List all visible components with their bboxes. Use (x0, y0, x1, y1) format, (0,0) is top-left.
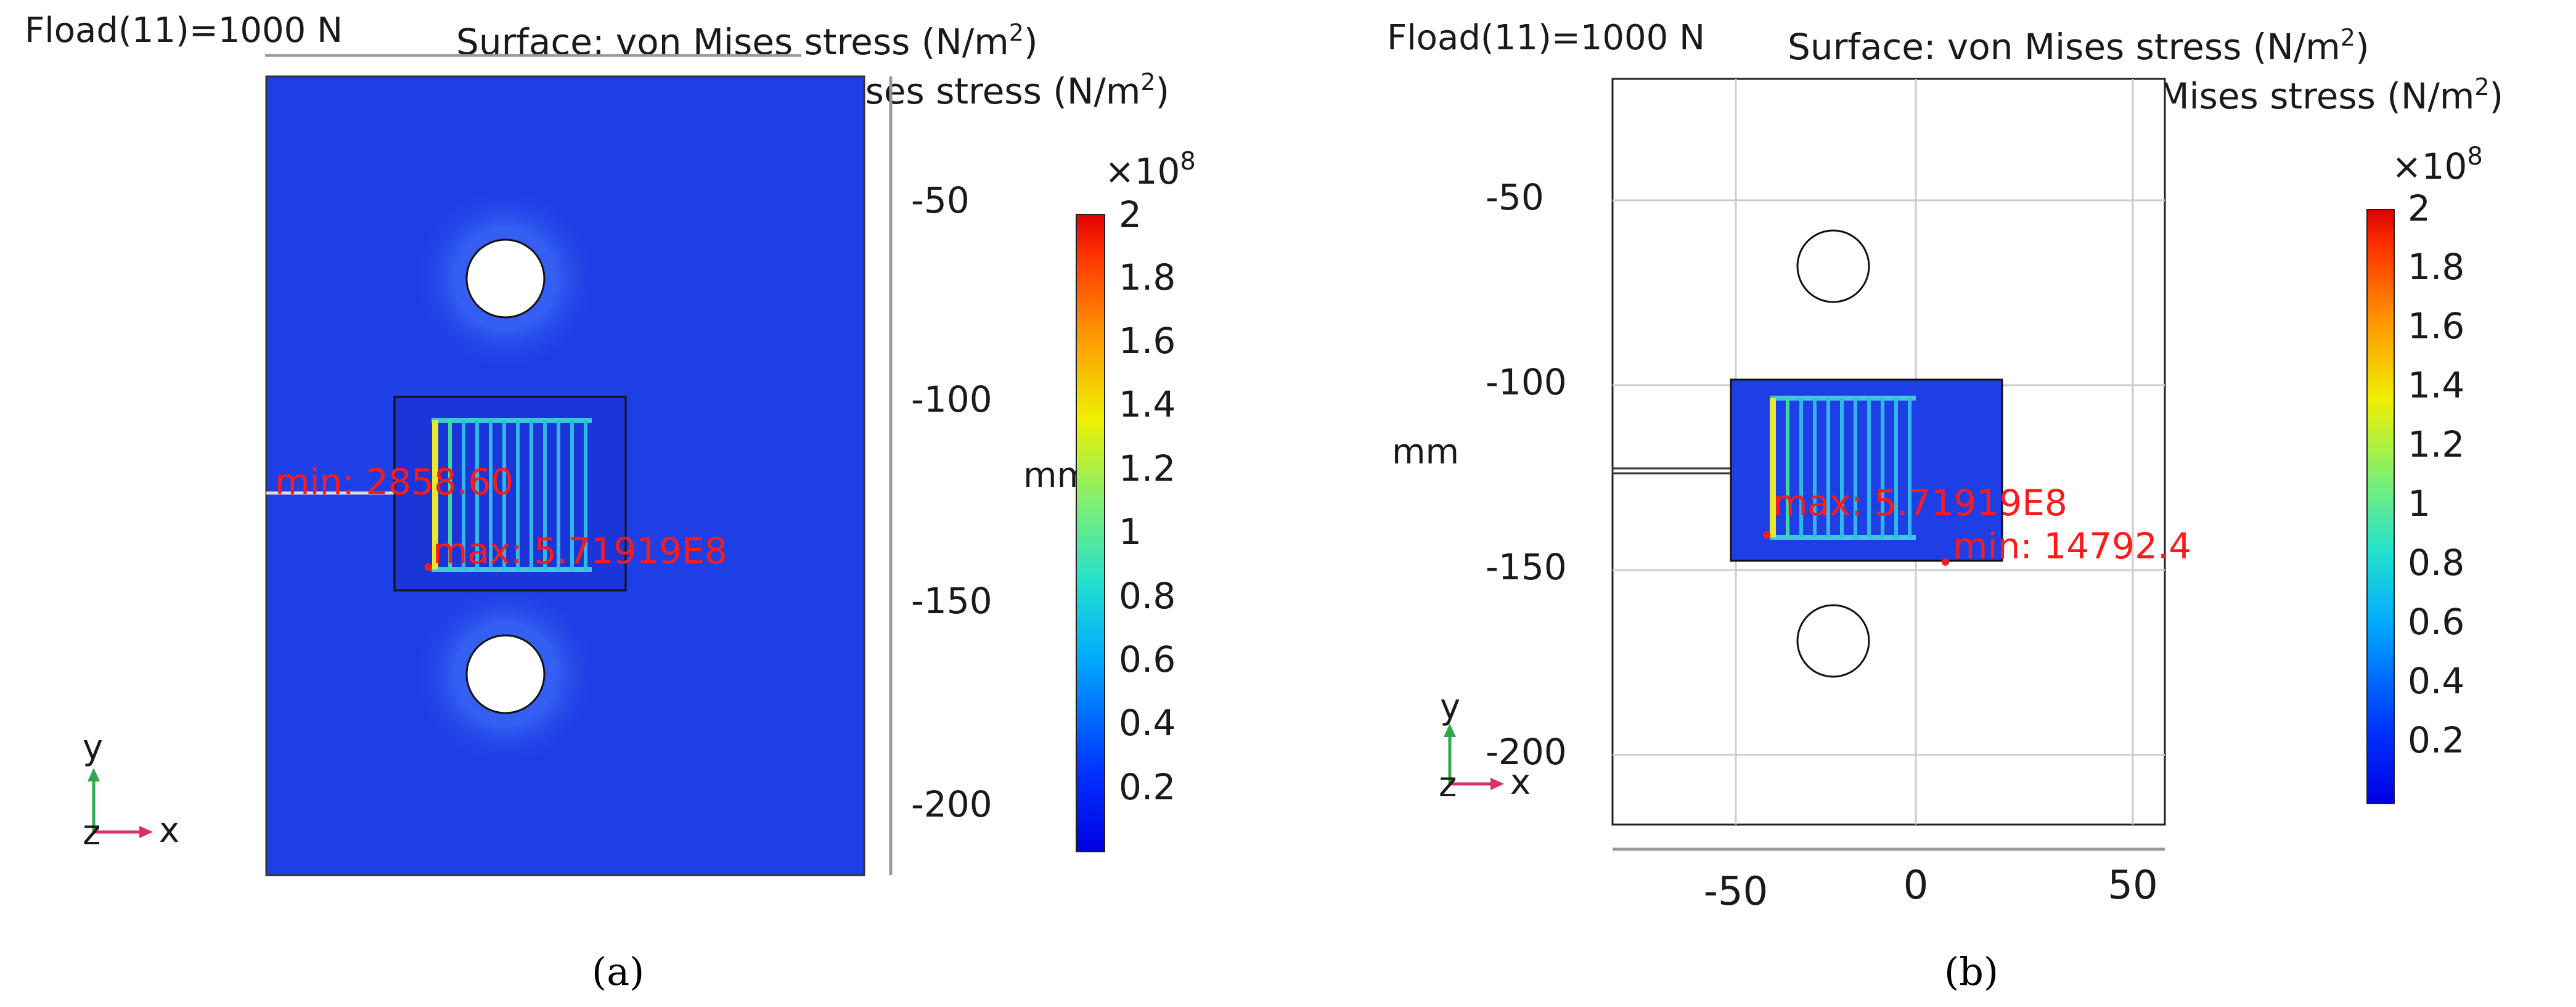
y-tick-label: -150 (911, 580, 992, 622)
colorbar-tick-label: 1 (1119, 511, 1142, 553)
max-marker (425, 563, 432, 571)
colorbar-tick-label: 1.2 (1119, 447, 1176, 489)
y-tick-label: -50 (1486, 176, 1544, 218)
x-tick-label: -50 (1704, 869, 1768, 915)
colorbar-tick-label: 1.6 (1119, 320, 1176, 362)
y-tick-label: -200 (911, 783, 992, 825)
colorbar-multiplier: ×108 (1105, 147, 1196, 192)
triad-z-label: z (83, 813, 100, 853)
bolt-hole-bottom (465, 634, 546, 714)
panel-caption: (b) (1944, 949, 1998, 994)
colorbar-tick-label: 0.6 (1119, 638, 1176, 680)
colorbar-tick-label: 0.2 (2408, 719, 2464, 761)
axis-triad: y z x (1439, 687, 1531, 805)
min-marker (1942, 558, 1949, 566)
panel-a: Fload(11)=1000 N Surface: von Mises stre… (25, 10, 1196, 994)
colorbar-tick-label: 1.4 (1119, 383, 1176, 425)
max-annotation: max: 5.71919E8 (433, 530, 727, 572)
colorbar (1076, 214, 1105, 852)
colorbar-tick-label: 2 (2408, 187, 2431, 229)
triad-y-label: y (1440, 687, 1460, 727)
sensor-patch (1730, 378, 2003, 562)
colorbar-tick-label: 0.2 (1119, 766, 1176, 808)
colorbar-tick-label: 1.4 (2408, 364, 2464, 406)
colorbar-tick-label: 1.6 (2408, 305, 2464, 347)
load-label: Fload(11)=1000 N (25, 10, 343, 51)
panel-a-figure: Fload(11)=1000 N Surface: von Mises stre… (25, 10, 1196, 994)
serpentine-grid (431, 418, 592, 572)
bolt-hole-top (465, 238, 546, 319)
y-tick-label: -150 (1486, 546, 1567, 588)
colorbar-tick-label: 1.8 (1119, 256, 1176, 298)
min-annotation: min: 14792.4 (1953, 525, 2191, 567)
colorbar-tick-label: 1 (2408, 483, 2431, 524)
triad-x-label: x (1510, 762, 1531, 802)
panel-b: Fload(11)=1000 N Surface: von Mises stre… (1288, 0, 2576, 1007)
x-tick-label: 50 (2108, 863, 2157, 908)
min-annotation: min: 2858.60 (275, 461, 513, 503)
colorbar-tick-label: 0.8 (2408, 542, 2464, 584)
max-marker (1763, 531, 1770, 539)
colorbar-tick-label: 0.6 (2408, 601, 2464, 643)
load-label: Fload(11)=1000 N (1387, 18, 1705, 58)
axis-triad: y z x (83, 728, 179, 853)
colorbar-tick-label: 2 (1119, 194, 1142, 235)
colorbar-ticks: 2 1.8 1.6 1.4 1.2 1 0.8 0.6 0.4 0.2 (1119, 194, 1176, 808)
colorbar-tick-label: 0.8 (1119, 575, 1176, 617)
y-tick-label: -50 (911, 179, 970, 221)
colorbar-multiplier: ×108 (2392, 142, 2483, 187)
triad-y-label: y (83, 728, 103, 768)
colorbar-tick-label: 1.8 (2408, 246, 2464, 288)
bolt-hole-bottom (1796, 604, 1870, 678)
colorbar-tick-label: 0.4 (2408, 660, 2464, 702)
serpentine-grid (1770, 396, 1916, 540)
y-tick-label: -200 (1486, 731, 1567, 773)
triad-z-label: z (1439, 765, 1457, 805)
y-unit-label: mm (1392, 432, 1459, 472)
colorbar-tick-label: 0.4 (1119, 702, 1176, 744)
y-tick-label: -100 (1486, 361, 1567, 403)
colorbar (2366, 209, 2395, 804)
panel-caption: (a) (592, 949, 644, 994)
triad-x-label: x (159, 810, 179, 850)
colorbar-ticks: 2 1.8 1.6 1.4 1.2 1 0.8 0.6 0.4 0.2 (2408, 187, 2464, 761)
colorbar-tick-label: 1.2 (2408, 423, 2464, 465)
max-annotation: max: 5.71919E8 (1773, 482, 2067, 524)
y-tick-label: -100 (911, 378, 992, 420)
plot-title-line1: Surface: von Mises stress (N/m2) (1788, 24, 2370, 68)
bolt-hole-top (1796, 229, 1870, 303)
panel-b-figure: Fload(11)=1000 N Surface: von Mises stre… (1387, 18, 2503, 994)
x-tick-label: 0 (1903, 863, 1929, 908)
